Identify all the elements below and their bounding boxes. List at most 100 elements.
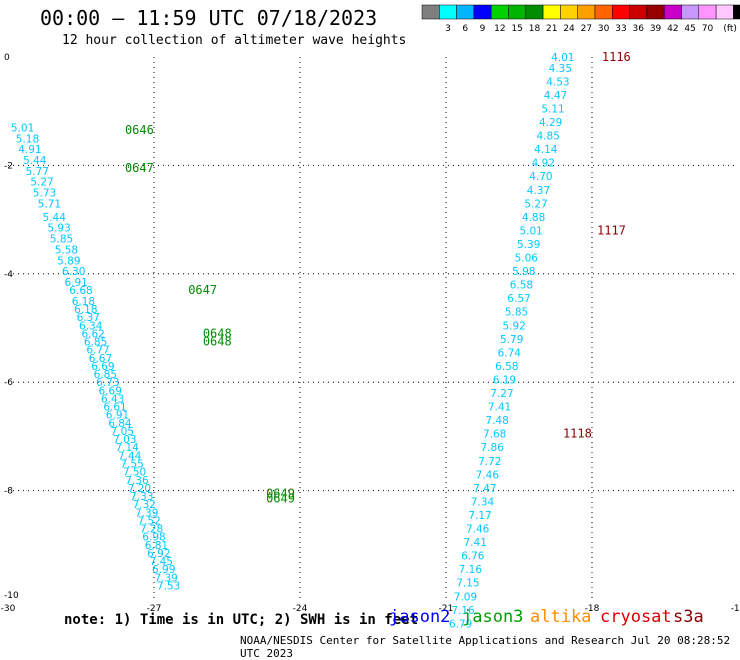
- wave-height-label: 7.45: [150, 556, 173, 568]
- mission-jason3: jason3: [462, 607, 524, 627]
- wave-height-label: 6.30: [62, 266, 85, 278]
- wave-height-label: 7.05: [111, 426, 134, 438]
- footer-credit: NOAA/NESDIS Center for Satellite Applica…: [240, 634, 731, 660]
- time-label: 0647: [188, 283, 217, 297]
- time-label: 0647: [125, 161, 154, 175]
- wave-height-label: 5.58: [55, 244, 78, 256]
- wave-height-label: 5.01: [11, 122, 34, 134]
- wave-height-label: 6.67: [89, 353, 112, 365]
- colorbar-swatch: [542, 4, 561, 20]
- colorbar-label: 21: [546, 24, 557, 34]
- wave-height-label: 4.14: [534, 144, 558, 156]
- wave-height-label: 7.41: [488, 402, 511, 414]
- wave-height-label: 5.44: [43, 212, 67, 224]
- colorbar-swatch: [733, 4, 740, 20]
- colorbar-swatch: [577, 4, 596, 20]
- wave-height-label: 5.01: [519, 225, 542, 237]
- colorbar-swatch: [439, 4, 457, 20]
- colorbar-label: 30: [598, 24, 610, 34]
- x-tick-label: -27: [147, 604, 162, 614]
- x-tick-label: -18: [585, 604, 600, 614]
- wave-height-label: 6.69: [99, 385, 122, 397]
- wave-height-label: 6.18: [72, 296, 95, 308]
- wave-height-label: 4.35: [549, 63, 572, 75]
- y-tick-label: -2: [4, 161, 13, 171]
- wave-height-label: 5.85: [505, 307, 528, 319]
- wave-height-label: 7.55: [120, 459, 143, 471]
- wave-height-label: 6.62: [81, 328, 104, 340]
- wave-height-label: 4.29: [539, 117, 562, 129]
- colorbar-label: 70: [702, 24, 714, 34]
- footer-note: note: 1) Time is in UTC; 2) SWH is in fe…: [64, 612, 419, 628]
- wave-height-label: 6.19: [493, 374, 516, 386]
- wave-height-label: 6.98: [142, 532, 165, 544]
- wave-height-label: 7.50: [123, 467, 146, 479]
- wave-height-label: 7.39: [154, 572, 177, 584]
- wave-height-label: 6.81: [145, 540, 168, 552]
- colorbar-label: 18: [529, 24, 541, 34]
- wave-height-label: 4.70: [529, 171, 552, 183]
- x-tick-label: -15: [731, 604, 740, 614]
- colorbar-label: 6: [462, 24, 468, 34]
- time-label: 0648: [203, 326, 232, 340]
- colorbar-label: 45: [684, 24, 695, 34]
- y-tick-label: -6: [4, 378, 13, 388]
- wave-height-label: 7.46: [476, 469, 500, 481]
- wave-height-label: 7.16: [459, 564, 483, 576]
- wave-height-label: 6.74: [498, 347, 522, 359]
- wave-height-label: 4.37: [527, 185, 550, 197]
- wave-height-label: 6.37: [77, 312, 100, 324]
- time-label: 0649: [266, 492, 295, 506]
- wave-height-label: 7.86: [481, 442, 505, 454]
- colorbar-unit: (ft): [723, 24, 737, 34]
- mission-s3a: s3a: [673, 607, 704, 627]
- mission-jason2: jason2: [389, 607, 451, 627]
- wave-height-label: 5.06: [515, 253, 539, 265]
- wave-height-label: 6.34: [79, 320, 103, 332]
- wave-height-label: 7.36: [125, 475, 149, 487]
- wave-height-label: 6.69: [91, 361, 114, 373]
- colorbar-swatch: [629, 4, 648, 20]
- wave-height-label: 4.85: [537, 131, 560, 143]
- time-label: 1116: [602, 50, 631, 64]
- wave-height-label: 5.77: [26, 166, 49, 178]
- wave-height-label: 4.53: [546, 76, 569, 88]
- wave-height-label: 7.27: [490, 388, 513, 400]
- colorbar-swatch: [508, 4, 527, 20]
- mission-altika: altika: [530, 607, 592, 627]
- wave-height-label: 4.01: [551, 52, 574, 64]
- wave-height-label: 6.99: [152, 564, 175, 576]
- wave-height-label: 6.58: [510, 280, 533, 292]
- wave-height-label: 4.47: [544, 90, 567, 102]
- time-label: 0646: [125, 123, 154, 137]
- wave-height-label: 5.73: [33, 188, 56, 200]
- page-subtitle: 12 hour collection of altimeter wave hei…: [62, 33, 407, 48]
- colorbar-swatch: [663, 4, 682, 20]
- wave-height-label: 6.61: [103, 402, 126, 414]
- wave-height-label: 6.91: [64, 277, 87, 289]
- wave-height-label: 6.76: [461, 551, 485, 563]
- wave-height-label: 5.18: [16, 133, 39, 145]
- colorbar-label: 12: [494, 24, 505, 34]
- wave-height-label: 7.47: [473, 483, 496, 495]
- wave-height-label: 5.27: [524, 198, 547, 210]
- time-label: 0648: [203, 335, 232, 349]
- wave-height-label: 5.79: [500, 334, 523, 346]
- wave-height-label: 5.85: [50, 234, 73, 246]
- colorbar-label: 24: [563, 24, 575, 34]
- wave-height-label: 5.39: [517, 239, 540, 251]
- wave-height-label: 6.58: [495, 361, 518, 373]
- wave-height-label: 4.91: [18, 144, 41, 156]
- colorbar-swatch: [594, 4, 613, 20]
- wave-height-label: 7.20: [128, 483, 151, 495]
- wave-height-label: 7.16: [451, 605, 475, 617]
- wave-height-label: 5.71: [38, 198, 61, 210]
- wave-height-label: 6.68: [69, 285, 92, 297]
- y-tick-label: -4: [4, 270, 13, 280]
- page-title: 00:00 — 11:59 UTC 07/18/2023: [40, 6, 378, 30]
- wave-height-label: 5.92: [502, 320, 525, 332]
- colorbar-swatch: [490, 4, 509, 20]
- time-label: 1118: [563, 427, 592, 441]
- wave-height-label: 7.09: [454, 591, 477, 603]
- colorbar-label: 3: [445, 24, 451, 34]
